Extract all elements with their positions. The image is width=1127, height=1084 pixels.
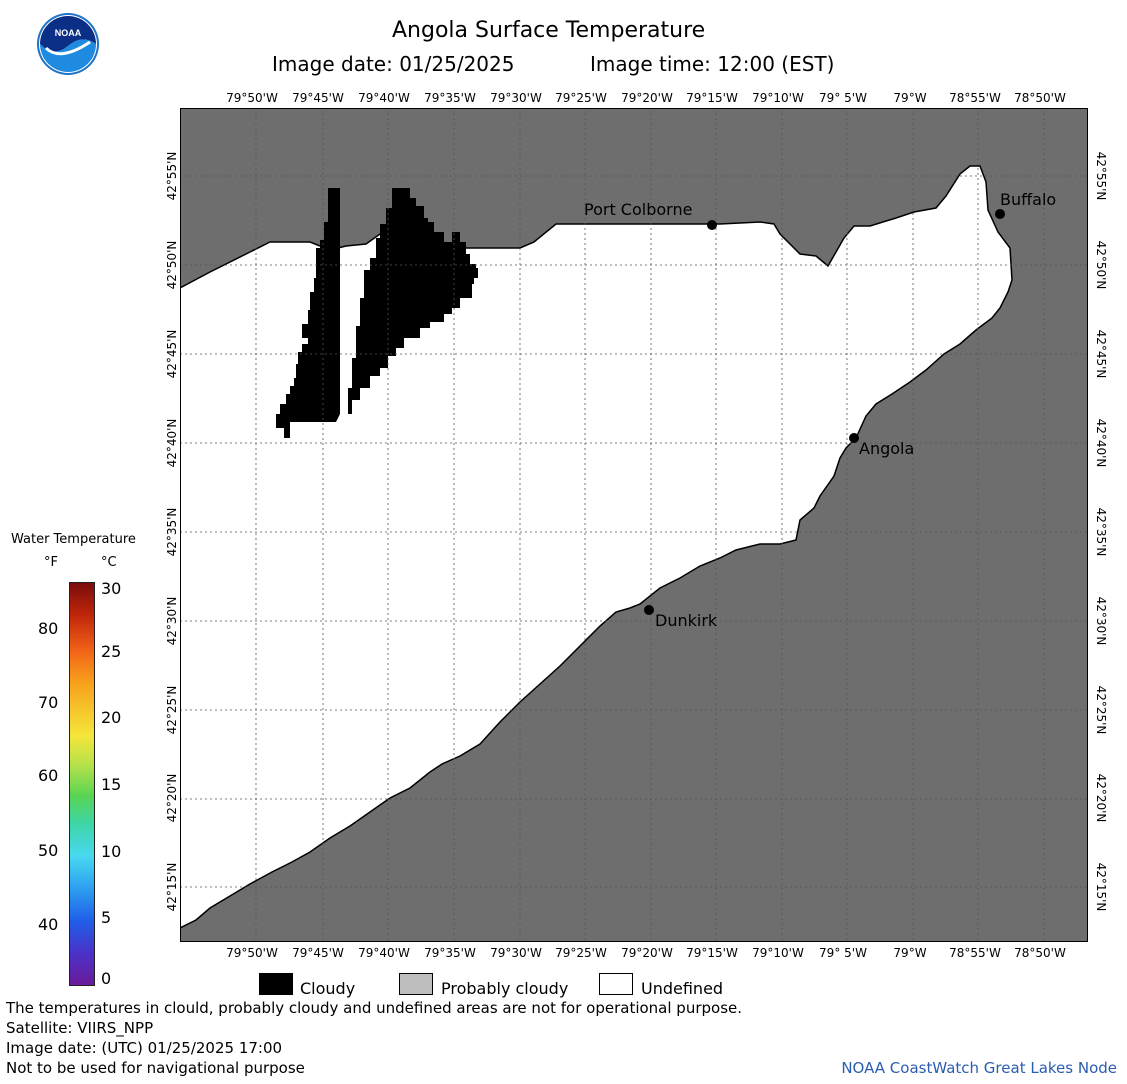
lat-label-left: 42°20'N [165,773,179,823]
logo-text: NOAA [55,28,82,38]
lat-label-right: 42°15'N [1094,862,1108,912]
colorbar-f-tick: 80 [38,619,59,638]
colorbar-f-tick: 40 [38,915,59,934]
footer-disclaimer: The temperatures in clould, probably clo… [6,999,743,1017]
lon-label-top: 79°35'W [424,91,476,105]
footer-satellite: Satellite: VIIRS_NPP [6,1019,154,1037]
legend-cloudy-swatch [259,973,293,995]
city-dot-port-colborne [707,220,717,230]
lat-label-right: 42°30'N [1094,596,1108,646]
lon-label-bot: 79°15'W [686,946,738,960]
lat-label-left: 42°40'N [165,418,179,468]
map-title: Angola Surface Temperature [392,18,706,43]
lon-label-top: 79°10'W [752,91,804,105]
lon-label-bot: 79°35'W [424,946,476,960]
lon-label-bot: 78°55'W [949,946,1001,960]
map-frame [179,108,1088,942]
lon-label-top: 79°45'W [292,91,344,105]
colorbar [69,582,95,986]
lon-label-top: 79°W [893,91,927,105]
lat-label-left: 42°55'N [165,151,179,201]
footer-utc-date: Image date: (UTC) 01/25/2025 17:00 [6,1039,283,1057]
lon-label-top: 79° 5'W [819,91,867,105]
lat-label-right: 42°55'N [1094,151,1108,201]
city-label-dunkirk: Dunkirk [655,611,718,630]
lon-label-top: 78°50'W [1014,91,1066,105]
lat-label-right: 42°20'N [1094,773,1108,823]
lon-label-bot: 79°25'W [555,946,607,960]
lat-label-right: 42°50'N [1094,240,1108,290]
image-time: Image time: 12:00 (EST) [590,52,835,76]
colorbar-unit-c: °C [101,555,117,570]
legend-probably-cloudy-swatch [399,973,433,995]
colorbar-c-tick: 25 [101,642,122,661]
lat-label-left: 42°30'N [165,596,179,646]
colorbar-c-tick: 20 [101,708,122,727]
noaa-logo: NOAA [36,12,100,76]
colorbar-c-tick: 30 [101,579,122,598]
lon-label-bot: 78°50'W [1014,946,1066,960]
lat-label-right: 42°40'N [1094,418,1108,468]
lat-label-left: 42°25'N [165,685,179,735]
lon-label-bot: 79°45'W [292,946,344,960]
lat-label-left: 42°35'N [165,507,179,557]
legend-undefined-label: Undefined [641,979,724,998]
colorbar-c-tick: 5 [101,908,112,927]
colorbar-c-tick: 10 [101,842,122,861]
lat-label-left: 42°45'N [165,329,179,379]
city-dot-buffalo [995,209,1005,219]
city-dot-angola [849,433,859,443]
colorbar-c-tick: 0 [101,969,112,988]
colorbar-c-tick: 15 [101,775,122,794]
lat-label-left: 42°15'N [165,862,179,912]
image-date: Image date: 01/25/2025 [272,52,515,76]
land-north [180,108,1088,942]
lon-label-top: 79°30'W [490,91,542,105]
city-label-angola: Angola [859,439,915,458]
city-dot-dunkirk [644,605,654,615]
colorbar-f-tick: 60 [38,766,59,785]
legend-undefined-swatch [599,973,633,995]
lon-label-top: 79°25'W [555,91,607,105]
colorbar-f-tick: 50 [38,841,59,860]
lon-label-bot: 79°30'W [490,946,542,960]
colorbar-title: Water Temperature [11,532,136,547]
lon-label-bot: 79°40'W [358,946,410,960]
lon-label-top: 78°55'W [949,91,1001,105]
lat-label-left: 42°50'N [165,240,179,290]
lon-label-bot: 79°W [893,946,927,960]
lon-label-top: 79°40'W [358,91,410,105]
lon-label-top: 79°20'W [621,91,673,105]
city-label-buffalo: Buffalo [1000,190,1057,209]
lon-label-top: 79°50'W [226,91,278,105]
cloud-area [276,188,478,438]
footer-nav-warning: Not to be used for navigational purpose [6,1059,305,1077]
map-svg [179,108,1088,942]
lat-label-right: 42°25'N [1094,685,1108,735]
city-label-port-colborne: Port Colborne [584,200,693,219]
footer-credit[interactable]: NOAA CoastWatch Great Lakes Node [841,1059,1117,1077]
graticule [180,108,1088,942]
lon-label-top: 79°15'W [686,91,738,105]
colorbar-unit-f: °F [44,555,58,570]
lon-label-bot: 79°20'W [621,946,673,960]
lon-label-bot: 79°10'W [752,946,804,960]
lat-label-right: 42°45'N [1094,329,1108,379]
colorbar-f-tick: 70 [38,693,59,712]
legend-cloudy-label: Cloudy [300,979,356,998]
lon-label-bot: 79°50'W [226,946,278,960]
lon-label-bot: 79° 5'W [819,946,867,960]
legend-probably-cloudy-label: Probably cloudy [441,979,569,998]
lat-label-right: 42°35'N [1094,507,1108,557]
